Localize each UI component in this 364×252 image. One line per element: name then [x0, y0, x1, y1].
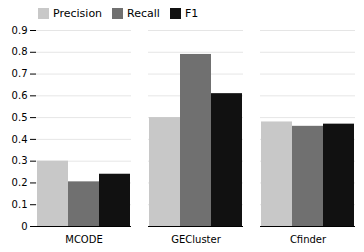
svg-text:0.6: 0.6 [12, 90, 28, 101]
svg-text:0.8: 0.8 [12, 46, 28, 57]
svg-text:GECluster: GECluster [171, 234, 221, 245]
svg-text:MCODE: MCODE [65, 234, 103, 245]
svg-text:0.3: 0.3 [12, 155, 28, 166]
svg-text:0: 0 [21, 221, 27, 232]
html-text:F1: F1 [184, 6, 199, 20]
svg-text:0.9: 0.9 [12, 25, 28, 36]
svg-text:0.1: 0.1 [12, 199, 28, 210]
html-text:Recall: Recall [127, 6, 160, 20]
svg-text:0.5: 0.5 [12, 112, 28, 123]
svg-text:0.4: 0.4 [12, 134, 28, 145]
svg-text:0.2: 0.2 [12, 177, 28, 188]
html-text:Precision: Precision [53, 6, 103, 20]
svg-text:Cfinder: Cfinder [290, 234, 327, 245]
svg-text:0.7: 0.7 [12, 68, 28, 79]
